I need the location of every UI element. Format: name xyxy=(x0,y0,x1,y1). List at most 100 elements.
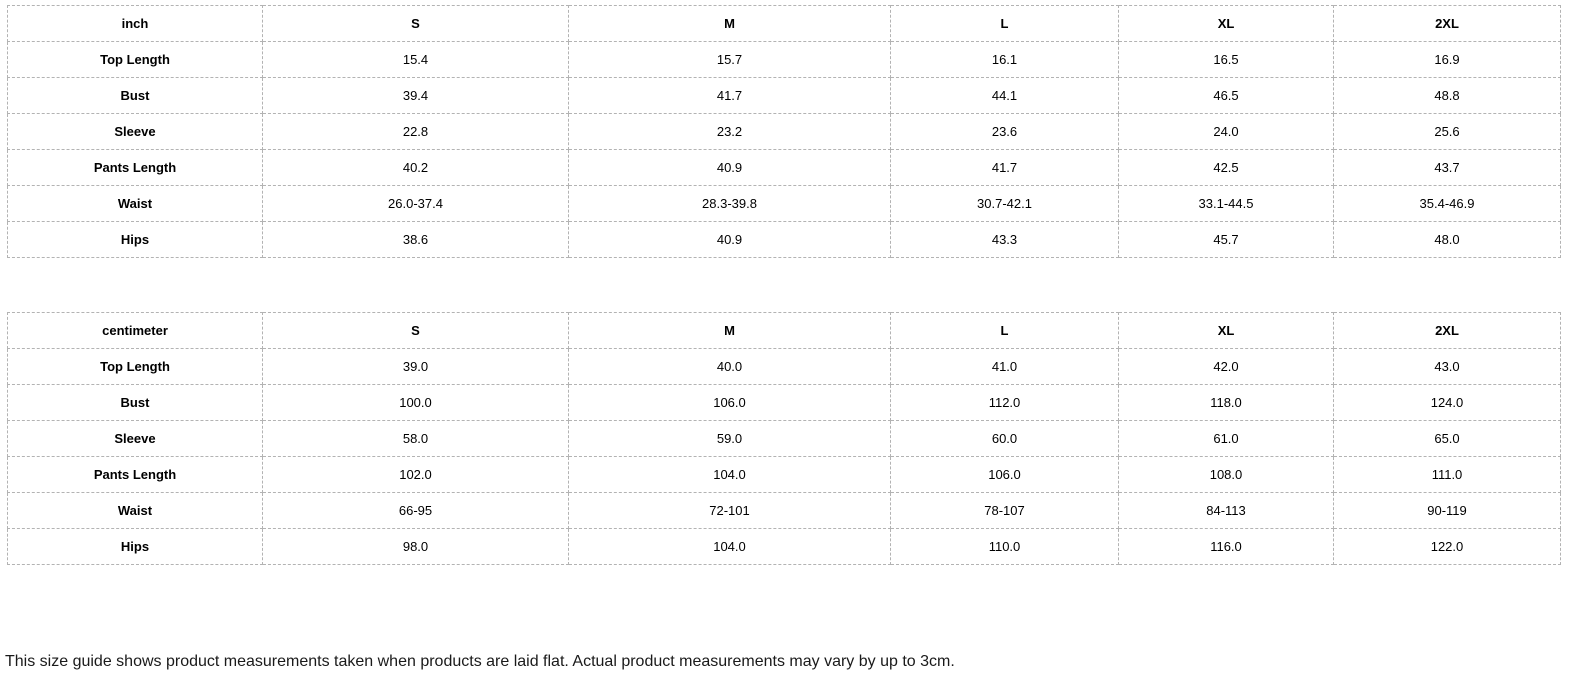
measurement-value-cell: 90-119 xyxy=(1333,492,1561,529)
size-table-inch: inch S M L XL 2XL Top Length 15.4 15.7 16.1 16.5 16… xyxy=(7,5,1561,258)
unit-header-cell: inch xyxy=(7,5,263,42)
table-row: Hips 98.0 104.0 110.0 116.0 122.0 xyxy=(7,528,1561,565)
measurement-label-cell: Top Length xyxy=(7,348,263,385)
measurement-value-cell: 78-107 xyxy=(890,492,1119,529)
measurement-label-cell: Sleeve xyxy=(7,420,263,457)
size-table-centimeter: centimeter S M L XL 2XL Top Length 39.0 40.0 41.0… xyxy=(7,312,1561,565)
measurement-value-cell: 59.0 xyxy=(568,420,891,457)
measurement-value-cell: 100.0 xyxy=(262,384,569,421)
measurement-value-cell: 41.0 xyxy=(890,348,1119,385)
size-header-cell: L xyxy=(890,5,1119,42)
measurement-value-cell: 104.0 xyxy=(568,528,891,565)
measurement-value-cell: 106.0 xyxy=(568,384,891,421)
table-row: Bust 39.4 41.7 44.1 46.5 48.8 xyxy=(7,77,1561,114)
measurement-value-cell: 25.6 xyxy=(1333,113,1561,150)
measurement-value-cell: 58.0 xyxy=(262,420,569,457)
measurement-label-cell: Hips xyxy=(7,221,263,258)
measurement-value-cell: 41.7 xyxy=(568,77,891,114)
table-row: Top Length 15.4 15.7 16.1 16.5 16.9 xyxy=(7,41,1561,78)
table-row: Top Length 39.0 40.0 41.0 42.0 43.0 xyxy=(7,348,1561,385)
measurement-label-cell: Bust xyxy=(7,77,263,114)
measurement-value-cell: 15.7 xyxy=(568,41,891,78)
measurement-value-cell: 35.4-46.9 xyxy=(1333,185,1561,222)
measurement-value-cell: 61.0 xyxy=(1118,420,1334,457)
measurement-value-cell: 41.7 xyxy=(890,149,1119,186)
measurement-value-cell: 106.0 xyxy=(890,456,1119,493)
measurement-value-cell: 33.1-44.5 xyxy=(1118,185,1334,222)
measurement-value-cell: 48.8 xyxy=(1333,77,1561,114)
measurement-value-cell: 112.0 xyxy=(890,384,1119,421)
measurement-value-cell: 72-101 xyxy=(568,492,891,529)
measurement-label-cell: Pants Length xyxy=(7,149,263,186)
measurement-value-cell: 43.0 xyxy=(1333,348,1561,385)
size-header-cell: 2XL xyxy=(1333,312,1561,349)
measurement-value-cell: 110.0 xyxy=(890,528,1119,565)
size-guide-note: This size guide shows product measuremen… xyxy=(5,653,955,670)
measurement-value-cell: 24.0 xyxy=(1118,113,1334,150)
measurement-value-cell: 40.9 xyxy=(568,221,891,258)
table-row: Waist 66-95 72-101 78-107 84-113 90-119 xyxy=(7,492,1561,529)
header-row: inch S M L XL 2XL xyxy=(7,5,1561,42)
measurement-label-cell: Bust xyxy=(7,384,263,421)
measurement-value-cell: 84-113 xyxy=(1118,492,1334,529)
measurement-value-cell: 39.4 xyxy=(262,77,569,114)
measurement-value-cell: 40.0 xyxy=(568,348,891,385)
measurement-value-cell: 16.1 xyxy=(890,41,1119,78)
measurement-value-cell: 28.3-39.8 xyxy=(568,185,891,222)
measurement-value-cell: 26.0-37.4 xyxy=(262,185,569,222)
size-header-cell: S xyxy=(262,312,569,349)
measurement-value-cell: 39.0 xyxy=(262,348,569,385)
measurement-value-cell: 111.0 xyxy=(1333,456,1561,493)
measurement-value-cell: 65.0 xyxy=(1333,420,1561,457)
size-header-cell: L xyxy=(890,312,1119,349)
measurement-value-cell: 22.8 xyxy=(262,113,569,150)
unit-header-cell: centimeter xyxy=(7,312,263,349)
measurement-value-cell: 42.0 xyxy=(1118,348,1334,385)
measurement-value-cell: 43.7 xyxy=(1333,149,1561,186)
size-header-cell: M xyxy=(568,312,891,349)
size-header-cell: M xyxy=(568,5,891,42)
header-row: centimeter S M L XL 2XL xyxy=(7,312,1561,349)
measurement-label-cell: Waist xyxy=(7,492,263,529)
measurement-label-cell: Waist xyxy=(7,185,263,222)
size-header-cell: XL xyxy=(1118,312,1334,349)
measurement-value-cell: 43.3 xyxy=(890,221,1119,258)
measurement-value-cell: 60.0 xyxy=(890,420,1119,457)
measurement-value-cell: 66-95 xyxy=(262,492,569,529)
measurement-label-cell: Sleeve xyxy=(7,113,263,150)
measurement-label-cell: Hips xyxy=(7,528,263,565)
measurement-value-cell: 44.1 xyxy=(890,77,1119,114)
measurement-value-cell: 16.5 xyxy=(1118,41,1334,78)
measurement-value-cell: 102.0 xyxy=(262,456,569,493)
table-row: Pants Length 102.0 104.0 106.0 108.0 111.0 xyxy=(7,456,1561,493)
measurement-value-cell: 124.0 xyxy=(1333,384,1561,421)
measurement-label-cell: Pants Length xyxy=(7,456,263,493)
measurement-value-cell: 23.2 xyxy=(568,113,891,150)
measurement-value-cell: 98.0 xyxy=(262,528,569,565)
measurement-value-cell: 15.4 xyxy=(262,41,569,78)
measurement-label-cell: Top Length xyxy=(7,41,263,78)
measurement-value-cell: 40.2 xyxy=(262,149,569,186)
measurement-value-cell: 16.9 xyxy=(1333,41,1561,78)
measurement-value-cell: 122.0 xyxy=(1333,528,1561,565)
table-row: Pants Length 40.2 40.9 41.7 42.5 43.7 xyxy=(7,149,1561,186)
table-row: Bust 100.0 106.0 112.0 118.0 124.0 xyxy=(7,384,1561,421)
measurement-value-cell: 45.7 xyxy=(1118,221,1334,258)
measurement-value-cell: 42.5 xyxy=(1118,149,1334,186)
measurement-value-cell: 40.9 xyxy=(568,149,891,186)
measurement-value-cell: 48.0 xyxy=(1333,221,1561,258)
size-header-cell: 2XL xyxy=(1333,5,1561,42)
measurement-value-cell: 118.0 xyxy=(1118,384,1334,421)
size-header-cell: S xyxy=(262,5,569,42)
measurement-value-cell: 30.7-42.1 xyxy=(890,185,1119,222)
table-row: Waist 26.0-37.4 28.3-39.8 30.7-42.1 33.1-44.… xyxy=(7,185,1561,222)
table-row: Hips 38.6 40.9 43.3 45.7 48.0 xyxy=(7,221,1561,258)
measurement-value-cell: 108.0 xyxy=(1118,456,1334,493)
table-row: Sleeve 58.0 59.0 60.0 61.0 65.0 xyxy=(7,420,1561,457)
measurement-value-cell: 23.6 xyxy=(890,113,1119,150)
size-header-cell: XL xyxy=(1118,5,1334,42)
measurement-value-cell: 116.0 xyxy=(1118,528,1334,565)
measurement-value-cell: 38.6 xyxy=(262,221,569,258)
table-row: Sleeve 22.8 23.2 23.6 24.0 25.6 xyxy=(7,113,1561,150)
